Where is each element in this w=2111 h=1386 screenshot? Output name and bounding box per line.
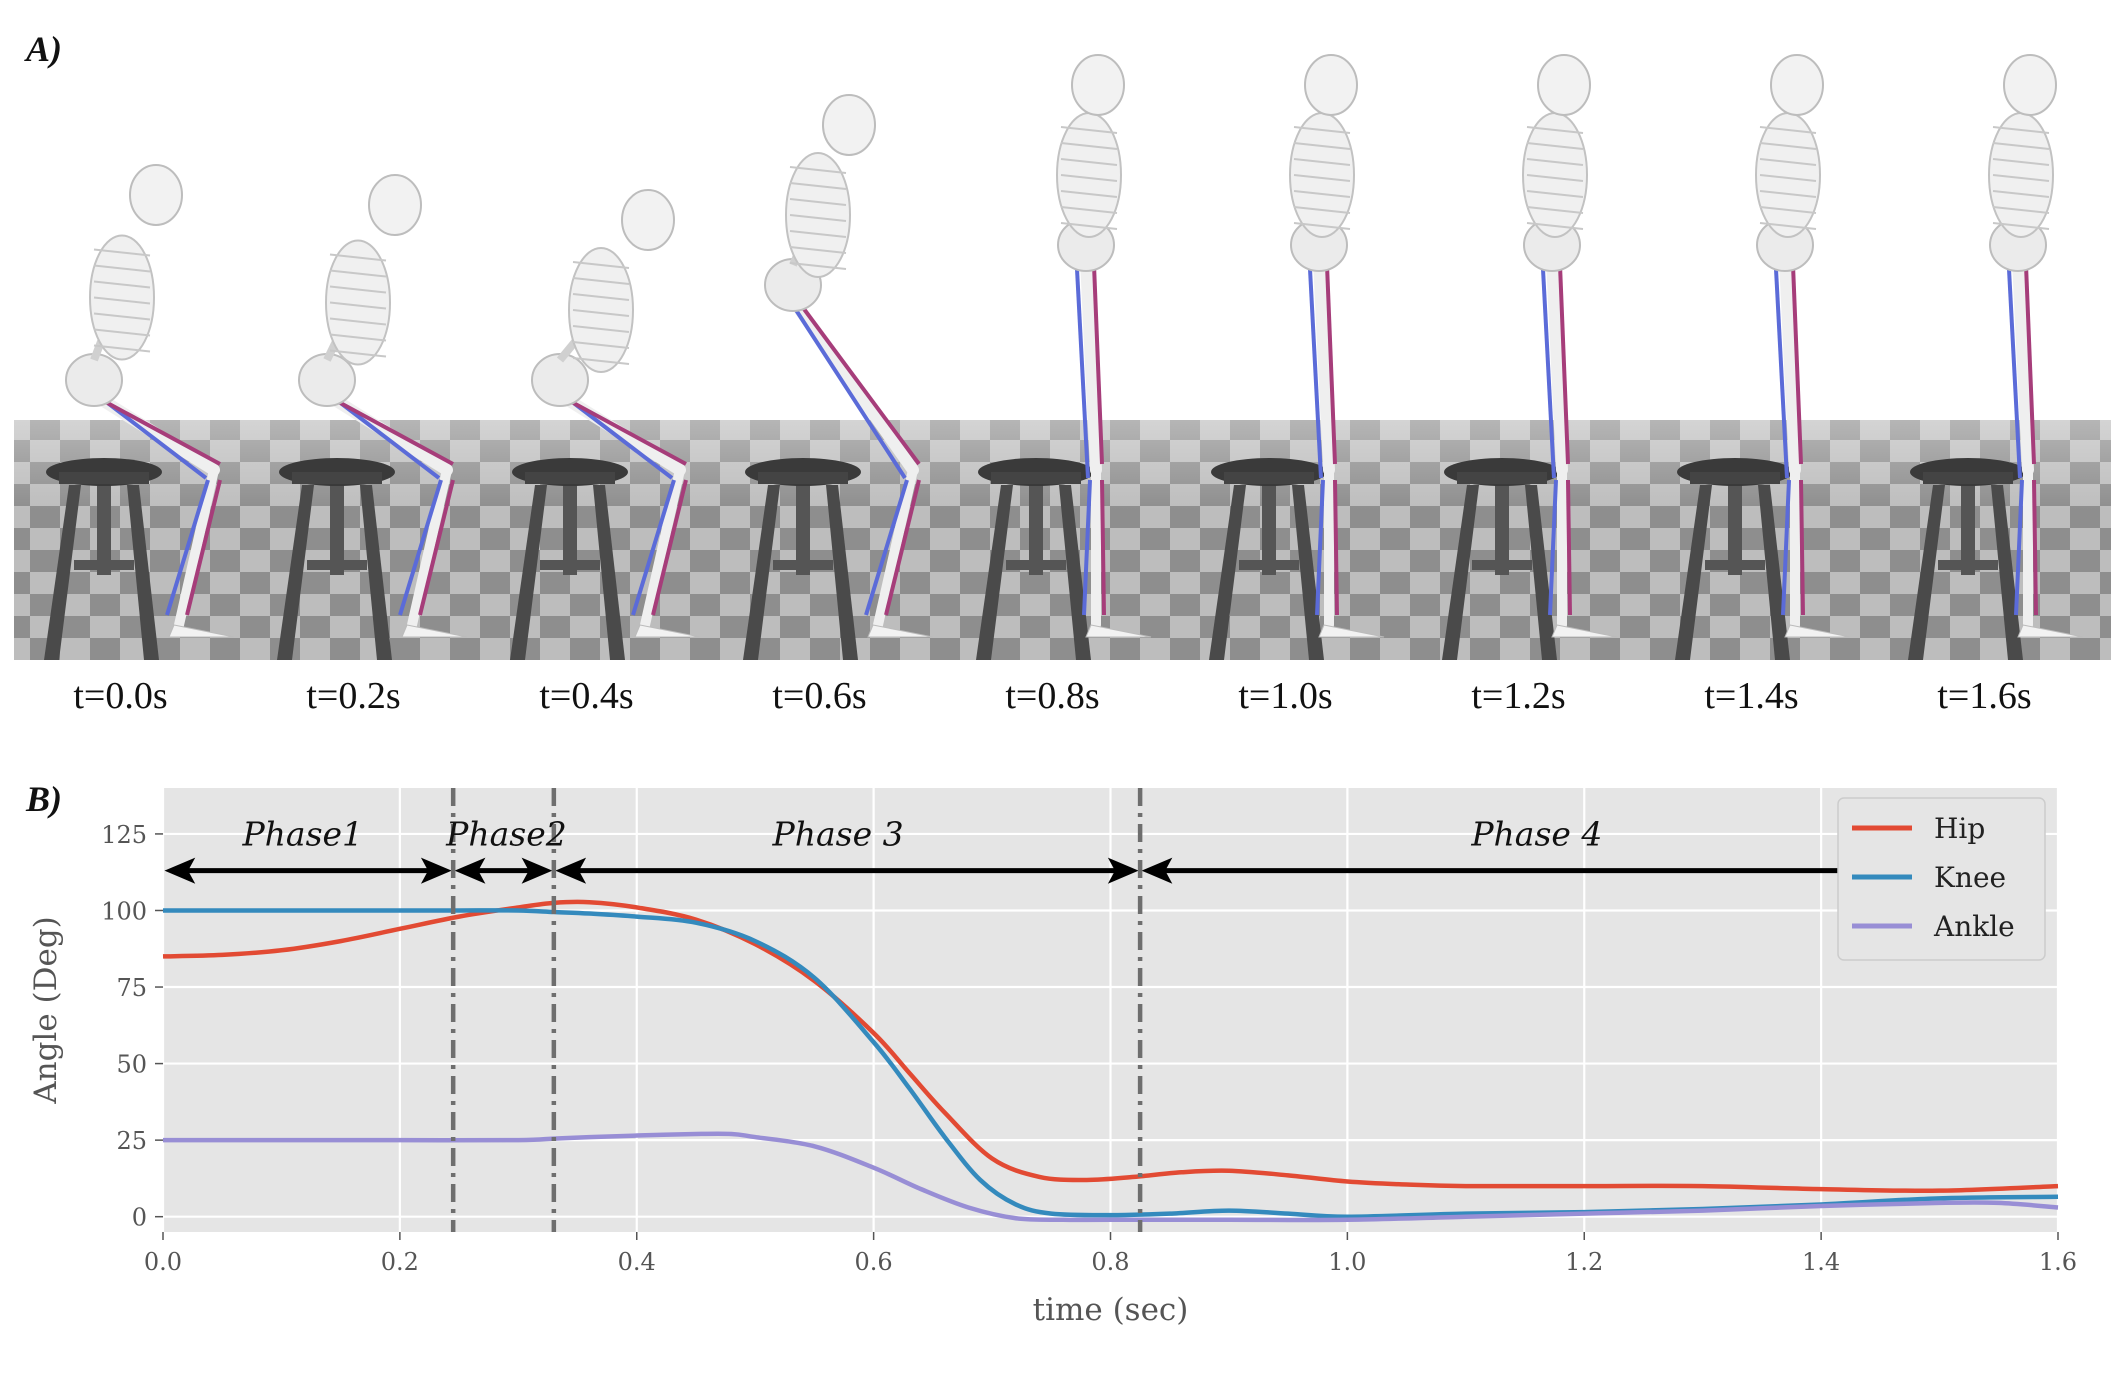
series-line-ankle <box>163 1131 2059 1223</box>
series-lines <box>162 899 2059 1223</box>
phase-arrows <box>164 857 1838 884</box>
stool <box>277 458 395 660</box>
skeleton-sequence: t=0.0s t=0.2s t=0.4s t=0.6s t=0.8s t=1.0s t=1.… <box>14 54 2111 717</box>
x-axis: 0.0 0.2 0.4 0.6 0.8 1.0 1.2 1.4 1.6 <box>144 1232 2077 1276</box>
y-tick-label: 100 <box>101 897 147 925</box>
x-axis-title: time (sec) <box>1033 1292 1189 1328</box>
x-tick-label: 0.6 <box>855 1248 893 1276</box>
legend-box <box>1837 797 2046 961</box>
skeleton <box>1755 54 1851 638</box>
phase-label: Phase 4 <box>1470 815 1602 854</box>
y-tick-label: 0 <box>132 1204 147 1232</box>
panel-a-label: A) <box>26 29 62 69</box>
frame-time-label: t=1.4s <box>1704 675 1798 717</box>
skeleton <box>1289 54 1385 638</box>
stool <box>44 458 162 660</box>
phase-arrow-4 <box>1141 857 1838 884</box>
legend-entry: Knee <box>1934 861 2006 894</box>
stool <box>510 458 628 660</box>
frame-2: t=0.4s <box>480 189 713 717</box>
y-axis-title: Angle (Deg) <box>28 916 64 1105</box>
skeleton <box>531 189 701 638</box>
stool <box>1908 458 2026 660</box>
y-tick-label: 75 <box>116 974 147 1002</box>
frame-1: t=0.2s <box>247 174 480 717</box>
stool <box>743 458 861 660</box>
skeleton <box>1988 54 2084 638</box>
stool <box>976 458 1094 660</box>
frame-time-label: t=0.2s <box>306 675 400 717</box>
y-tick-label: 125 <box>101 821 147 849</box>
frame-time-label: t=0.0s <box>73 675 167 717</box>
x-tick-label: 1.4 <box>1802 1248 1840 1276</box>
x-tick-label: 0.8 <box>1091 1248 1129 1276</box>
legend: Hip Knee Ankle <box>1837 797 2046 961</box>
grid <box>161 788 2060 1232</box>
frame-3: t=0.6s <box>713 94 946 717</box>
frame-4: t=0.8s <box>946 54 1179 717</box>
x-tick-label: 1.2 <box>1565 1248 1603 1276</box>
skeleton <box>298 174 468 638</box>
legend-entry: Hip <box>1934 812 1985 845</box>
phase-boundaries <box>450 788 1143 1232</box>
phase-label: Phase 3 <box>772 815 904 854</box>
frame-time-label: t=0.4s <box>539 675 633 717</box>
skeleton <box>1056 54 1152 638</box>
y-tick-label: 50 <box>116 1051 147 1079</box>
phase-arrow-2 <box>454 857 553 884</box>
frame-8: t=1.6s <box>1878 54 2111 717</box>
phase-label: Phase2 <box>445 815 567 854</box>
y-axis: 0 25 50 75 100 125 <box>101 821 163 1232</box>
frame-time-label: t=0.8s <box>1005 675 1099 717</box>
x-tick-label: 0.4 <box>618 1248 656 1276</box>
x-tick-label: 1.0 <box>1328 1248 1366 1276</box>
frame-time-label: t=1.0s <box>1238 675 1332 717</box>
stool <box>1209 458 1327 660</box>
phase-labels: Phase1 Phase2 Phase 3 Phase 4 <box>241 815 1602 854</box>
frame-5: t=1.0s <box>1179 54 1412 717</box>
frame-time-label: t=0.6s <box>772 675 866 717</box>
panel-b-label: B) <box>26 779 62 819</box>
frame-6: t=1.2s <box>1412 54 1645 717</box>
series-line-hip <box>162 899 2059 1194</box>
phase-arrow-1 <box>164 857 452 884</box>
skeleton <box>65 164 235 638</box>
frame-7: t=1.4s <box>1645 54 1878 717</box>
x-tick-label: 1.6 <box>2039 1248 2077 1276</box>
frame-time-label: t=1.6s <box>1937 675 2031 717</box>
stool <box>1675 458 1793 660</box>
x-tick-label: 0.2 <box>381 1248 419 1276</box>
legend-entry: Ankle <box>1933 910 2015 943</box>
y-tick-label: 25 <box>116 1127 147 1155</box>
phase-arrow-3 <box>555 857 1139 884</box>
stool <box>1442 458 1560 660</box>
frame-time-label: t=1.2s <box>1471 675 1565 717</box>
x-tick-label: 0.0 <box>144 1248 182 1276</box>
phase-label: Phase1 <box>241 815 363 854</box>
frame-0: t=0.0s <box>14 164 247 717</box>
skeleton <box>764 94 934 638</box>
skeleton <box>1522 54 1618 638</box>
